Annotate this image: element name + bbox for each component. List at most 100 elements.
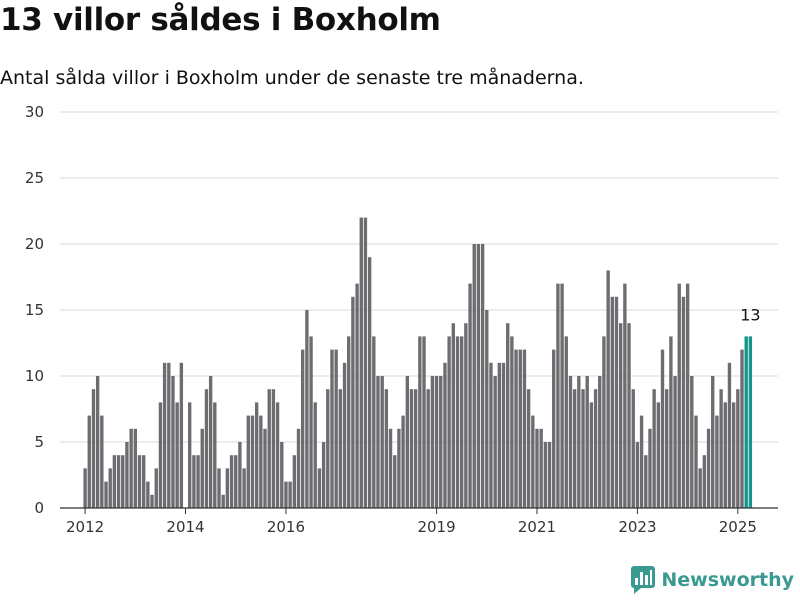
bar [321,442,326,508]
bar [393,455,397,508]
bar [154,468,158,508]
bar [627,323,631,508]
bar [401,415,405,508]
bar [338,389,343,508]
bar [727,362,732,508]
bar [598,376,602,508]
bar [330,349,334,508]
bar [313,402,317,508]
bar [104,481,108,508]
data-label: 13 [740,305,760,324]
bar [602,336,606,508]
bar [108,468,112,508]
bar [610,296,614,508]
bar [196,455,200,508]
bar [493,376,497,508]
bar [472,244,476,508]
bar [581,389,585,508]
bar [426,389,430,508]
bar [614,296,619,508]
bar [100,415,104,508]
bar [175,402,179,508]
bar [221,494,225,508]
bar [656,402,661,508]
bar [665,389,669,508]
bar [422,336,426,508]
bar [552,349,556,508]
bar [451,323,455,508]
bar [405,376,409,508]
bar [388,428,393,508]
bar [397,428,401,508]
bar [589,402,594,508]
bar [535,428,539,508]
y-axis-ticks: 0 5 10 15 20 25 30 [25,103,44,517]
bar [242,468,246,508]
bar [192,455,196,508]
bar [489,362,493,508]
bar [669,336,673,508]
bar [296,428,301,508]
bar [116,455,121,508]
bar [434,376,439,508]
bar [217,468,221,508]
x-tick-label: 2016 [267,518,305,536]
bar [288,481,292,508]
y-tick-label: 20 [25,235,44,253]
bar [468,283,472,508]
bar [514,349,518,508]
bar [305,310,309,508]
bar [234,455,238,508]
bar [711,376,715,508]
bar [171,376,175,508]
bar [723,402,727,508]
bar [413,389,418,508]
bar [137,455,142,508]
bar [506,323,510,508]
bar [564,336,568,508]
bar [246,415,250,508]
bar [259,415,263,508]
bar [439,376,443,508]
bar [623,283,627,508]
bar [510,336,514,508]
bar [736,389,740,508]
bar [480,244,485,508]
bar [455,336,460,508]
bar [146,481,150,508]
bar [363,217,368,508]
bar [263,428,267,508]
bar [376,376,380,508]
bar [271,389,276,508]
bar [355,283,359,508]
bar [619,323,623,508]
bar [715,415,719,508]
bar [585,376,589,508]
bar [418,336,422,508]
bar [91,389,96,508]
bar [740,349,744,508]
bar [87,415,91,508]
y-tick-label: 25 [25,169,44,187]
bar [372,336,376,508]
bar [539,428,543,508]
bar [254,402,259,508]
bar [188,402,192,508]
bar [690,376,694,508]
bar [698,468,702,508]
bar [326,389,330,508]
bar [284,481,288,508]
bar [531,415,535,508]
bar [702,455,707,508]
bar [229,455,234,508]
bar [497,362,502,508]
x-tick-label: 2014 [166,518,204,536]
bar [485,310,489,508]
newsworthy-logo: Newsworthy [631,566,794,594]
bar [409,389,414,508]
annotations: 13 [740,305,760,324]
bar [430,376,435,508]
y-tick-label: 15 [25,301,44,319]
bar [167,362,171,508]
